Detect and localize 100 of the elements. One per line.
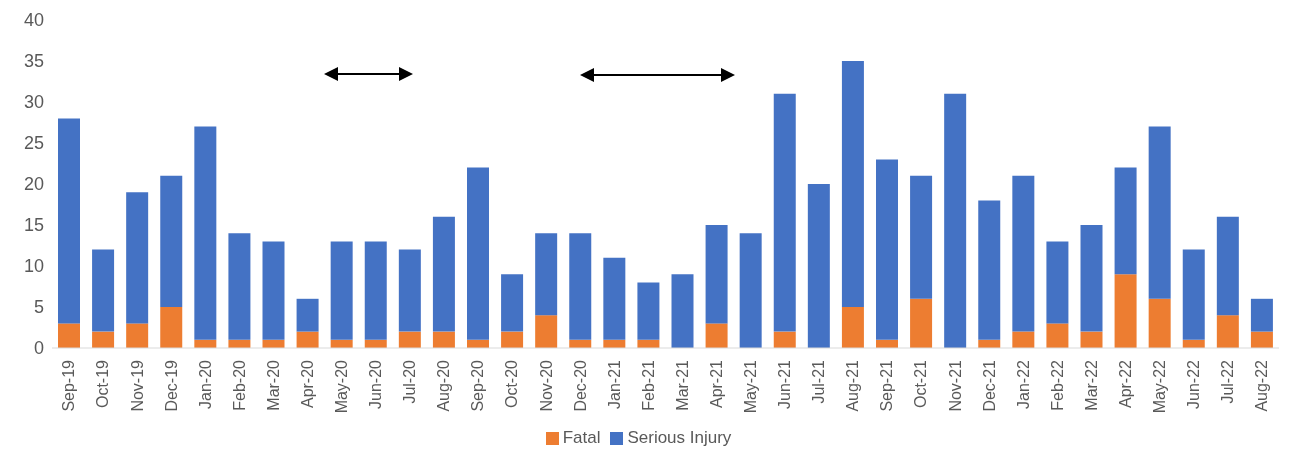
x-tick-label: Oct-20 <box>503 359 521 409</box>
bar <box>1250 298 1273 332</box>
x-tick-label: Jan-22 <box>1014 359 1032 409</box>
x-tick-label: May-21 <box>742 359 760 414</box>
bar <box>671 274 694 348</box>
y-tick-label: 5 <box>33 297 44 318</box>
x-tick-label: Apr-22 <box>1116 359 1134 409</box>
x-tick-label: Mar-20 <box>264 359 282 411</box>
x-tick-label: May-22 <box>1151 359 1169 414</box>
y-tick-label: 20 <box>23 174 44 195</box>
bar <box>603 257 626 340</box>
x-tick-label: Jul-21 <box>810 359 828 404</box>
bar <box>58 118 80 324</box>
bar <box>944 93 967 348</box>
x-tick-label: Dec-20 <box>571 359 589 412</box>
bar <box>126 323 149 348</box>
bar <box>978 200 1001 340</box>
bar <box>739 233 762 348</box>
x-tick-label: Apr-21 <box>707 359 725 409</box>
bar <box>910 298 933 348</box>
y-tick-label: 15 <box>23 215 44 236</box>
bar <box>160 307 183 348</box>
bar <box>432 331 455 348</box>
bar <box>398 249 421 332</box>
x-tick-label: Apr-20 <box>298 359 316 409</box>
x-tick-label: Aug-20 <box>435 359 453 412</box>
x-tick-label: Nov-21 <box>946 359 964 412</box>
x-tick-label: Feb-20 <box>230 359 248 411</box>
bar <box>1080 225 1103 332</box>
bar <box>569 233 592 340</box>
bar <box>58 323 80 348</box>
bar <box>126 192 149 324</box>
y-tick-label: 25 <box>23 133 44 154</box>
bar <box>841 61 864 307</box>
y-tick-label: 40 <box>23 10 44 31</box>
bar <box>432 216 455 332</box>
bar <box>705 323 728 348</box>
bar <box>1250 331 1273 348</box>
x-tick-label: Jun-20 <box>367 359 385 409</box>
bar <box>92 331 115 348</box>
x-tick-label: Mar-22 <box>1082 359 1100 411</box>
bar <box>876 159 898 340</box>
bar <box>262 241 285 340</box>
bar <box>773 331 796 348</box>
bar <box>296 331 319 348</box>
bar <box>1080 331 1103 348</box>
x-tick-label: Sep-20 <box>469 359 487 412</box>
bar <box>501 331 524 348</box>
bar <box>1148 298 1171 348</box>
bar <box>330 241 353 340</box>
legend-label: Fatal <box>562 428 601 447</box>
bar <box>807 184 830 348</box>
y-tick-label: 0 <box>33 338 44 359</box>
bar <box>637 282 660 340</box>
x-tick-label: Jul-20 <box>401 359 419 404</box>
bar <box>1114 167 1137 275</box>
x-tick-label: Oct-19 <box>94 359 112 409</box>
x-tick-label: Feb-21 <box>639 359 657 411</box>
bar <box>535 233 558 316</box>
bar <box>910 175 933 299</box>
x-tick-label: Dec-21 <box>980 359 998 412</box>
x-tick-label: Oct-21 <box>912 359 930 409</box>
bar <box>92 249 115 332</box>
x-tick-label: Aug-22 <box>1253 359 1271 412</box>
bar <box>1046 323 1069 348</box>
y-tick-label: 30 <box>23 92 44 113</box>
x-tick-label: Sep-19 <box>60 359 78 412</box>
x-tick-label: Mar-21 <box>673 359 691 411</box>
bar <box>296 298 319 332</box>
x-tick-label: Jun-22 <box>1185 359 1203 409</box>
x-tick-label: Dec-19 <box>162 359 180 412</box>
x-tick-label: Jul-22 <box>1219 359 1237 404</box>
bar <box>228 233 251 340</box>
bar <box>1046 241 1069 324</box>
x-tick-label: Sep-21 <box>878 359 896 412</box>
bar <box>773 93 796 332</box>
bar <box>1114 274 1137 348</box>
x-tick-label: Jan-21 <box>605 359 623 409</box>
bar <box>1148 126 1171 299</box>
bar <box>160 175 183 307</box>
bar <box>1012 331 1035 348</box>
x-tick-label: Jan-20 <box>196 359 214 409</box>
x-tick-label: Feb-22 <box>1048 359 1066 411</box>
x-tick-label: Nov-19 <box>128 359 146 412</box>
x-tick-label: Jun-21 <box>776 359 794 409</box>
bar <box>398 331 421 348</box>
x-tick-label: May-20 <box>333 359 351 414</box>
bar <box>1216 216 1239 316</box>
bar <box>705 225 728 324</box>
y-tick-label: 35 <box>23 51 44 72</box>
bar <box>535 315 558 348</box>
x-tick-label: Nov-20 <box>537 359 555 412</box>
bar <box>194 126 217 340</box>
bar <box>1012 175 1035 332</box>
legend-label: Serious Injury <box>627 428 732 447</box>
bar <box>1216 315 1239 348</box>
bar <box>501 274 524 332</box>
bar <box>841 307 864 348</box>
bar <box>467 167 489 340</box>
bar <box>1182 249 1205 340</box>
